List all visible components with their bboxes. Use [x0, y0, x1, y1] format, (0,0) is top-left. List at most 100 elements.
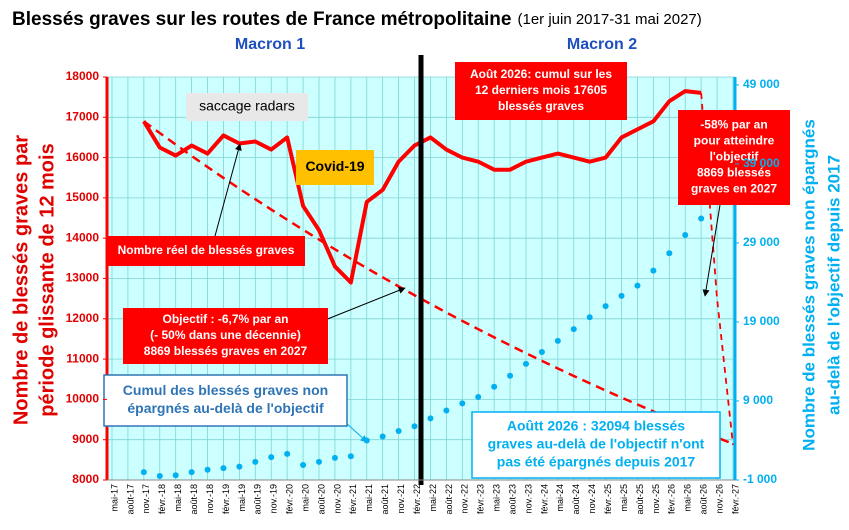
x-tick-label: févr.-20: [285, 484, 295, 514]
data-point: [602, 303, 609, 310]
data-point: [682, 232, 689, 239]
annotation-text: graves au-delà de l'objectif n'ont: [488, 436, 705, 452]
data-point: [172, 472, 179, 479]
data-point: [347, 453, 354, 460]
x-tick-label: nov.-24: [587, 484, 597, 513]
data-point: [570, 326, 577, 333]
annotation-text: Covid-19: [305, 158, 364, 174]
data-point: [427, 415, 434, 422]
arrow: [702, 204, 721, 297]
annotation-text: saccage radars: [199, 98, 295, 114]
x-tick-label: févr.-21: [348, 484, 358, 514]
data-point: [268, 454, 275, 461]
x-tick-label: août-24: [571, 484, 581, 515]
data-point: [252, 458, 259, 465]
x-tick-label: mai-18: [173, 484, 183, 512]
x-tick-label: août-18: [189, 484, 199, 515]
y2-tick-label: 29 000: [743, 235, 780, 249]
data-point: [586, 314, 593, 321]
x-tick-label: mai-24: [555, 484, 565, 512]
y-tick-label: 18000: [66, 69, 100, 83]
y-tick-label: 10000: [66, 392, 100, 406]
annotation-text: (- 50% dans une décennie): [150, 328, 301, 342]
x-tick-label: nov.-21: [396, 484, 406, 513]
y2-tick-label: 19 000: [743, 314, 780, 328]
annotation-text: l'objectif: [710, 150, 760, 164]
x-tick-label: nov.-19: [269, 484, 279, 513]
data-point: [236, 463, 243, 470]
x-tick-label: nov.-26: [714, 484, 724, 513]
annotation-text: Août 2026: cumul sur les: [470, 67, 612, 81]
x-tick-label: mai-21: [364, 484, 374, 512]
annotation-text: Aoûtt 2026 : 32094 blessés: [507, 418, 685, 434]
annotation-text: pour atteindre: [694, 134, 775, 148]
annotation-text: -58% par an: [700, 118, 767, 132]
x-tick-label: févr.-25: [603, 484, 613, 514]
y2-tick-label: 49 000: [743, 77, 780, 91]
annotation-text: Objectif : -6,7% par an: [162, 312, 288, 326]
data-point: [666, 250, 673, 257]
annotation-box: [186, 93, 308, 121]
arrow: [214, 143, 242, 237]
x-tick-label: févr.-27: [730, 484, 740, 514]
annotation-box: [471, 411, 721, 479]
data-point: [650, 267, 657, 274]
x-tick-label: mai-17: [109, 484, 119, 512]
annotation-text: épargnés au-delà de l'objectif: [127, 400, 324, 416]
data-point: [156, 473, 163, 480]
data-point: [188, 469, 195, 476]
annotation-text: 12 derniers mois 17605: [475, 83, 607, 97]
y2-axis-label: Nombre de blessés graves non épargnés: [799, 119, 818, 451]
y-tick-label: 15000: [66, 190, 100, 204]
y-tick-label: 17000: [66, 109, 100, 123]
x-tick-label: nov.-17: [141, 484, 151, 513]
x-tick-label: févr.-24: [539, 484, 549, 514]
x-tick-label: févr.-26: [667, 484, 677, 514]
y-tick-label: 14000: [66, 230, 100, 244]
period-label: Macron 1: [235, 36, 305, 53]
x-tick-label: août-25: [635, 484, 645, 515]
data-point: [300, 461, 307, 468]
x-tick-label: août-17: [125, 484, 135, 515]
chart-title: Blessés graves sur les routes de France …: [12, 9, 702, 30]
annotations: saccage radars Covid-19 Nombre réel de ble…: [103, 62, 790, 479]
annotation-text: pas été épargnés depuis 2017: [497, 454, 696, 470]
x-tick-label: févr.-23: [476, 484, 486, 514]
y2-tick-label: 39 000: [743, 156, 780, 170]
annotation-box: [296, 150, 374, 185]
series-line: [143, 120, 734, 446]
x-tick-label: févr.-18: [157, 484, 167, 514]
x-tick-label: mai-19: [237, 484, 247, 512]
y-tick-label: 16000: [66, 150, 100, 164]
x-tick-label: août-23: [507, 484, 517, 515]
data-point: [538, 348, 545, 355]
x-tick-label: mai-20: [300, 484, 310, 512]
data-point: [698, 215, 705, 222]
y2-tick-label: 9 000: [743, 393, 773, 407]
annotation-box: [678, 110, 790, 205]
x-tick-label: mai-22: [428, 484, 438, 512]
annotation-box: [107, 236, 305, 266]
y2-axis-label: au-delà de l'objectif depuis 2017: [824, 155, 843, 415]
x-tick-label: août-20: [316, 484, 326, 515]
x-tick-label: nov.-23: [523, 484, 533, 513]
data-point: [411, 423, 418, 430]
data-point: [459, 400, 466, 407]
annotation-text: Nombre réel de blessés graves: [118, 243, 295, 257]
x-tick-label: août-21: [380, 484, 390, 515]
data-point: [523, 360, 529, 367]
x-tick-label: mai-23: [492, 484, 502, 512]
subtitle: (1er juin 2017-31 mai 2027): [517, 11, 701, 28]
annotation-text: Cumul des blessés graves non: [123, 382, 328, 398]
x-tick-label: mai-26: [683, 484, 693, 512]
x-tick-label: nov.-25: [651, 484, 661, 513]
y-tick-label: 8000: [72, 472, 99, 486]
y-tick-label: 12000: [66, 311, 100, 325]
y-axis-label: Nombre de blessés graves par: [10, 135, 32, 425]
x-tick-label: nov.-18: [205, 484, 215, 513]
y-axis-label: période glissante de 12 mois: [36, 143, 58, 416]
data-point: [507, 372, 514, 379]
x-tick-label: févr.-19: [221, 484, 231, 514]
x-tick-label: mai-25: [619, 484, 629, 512]
